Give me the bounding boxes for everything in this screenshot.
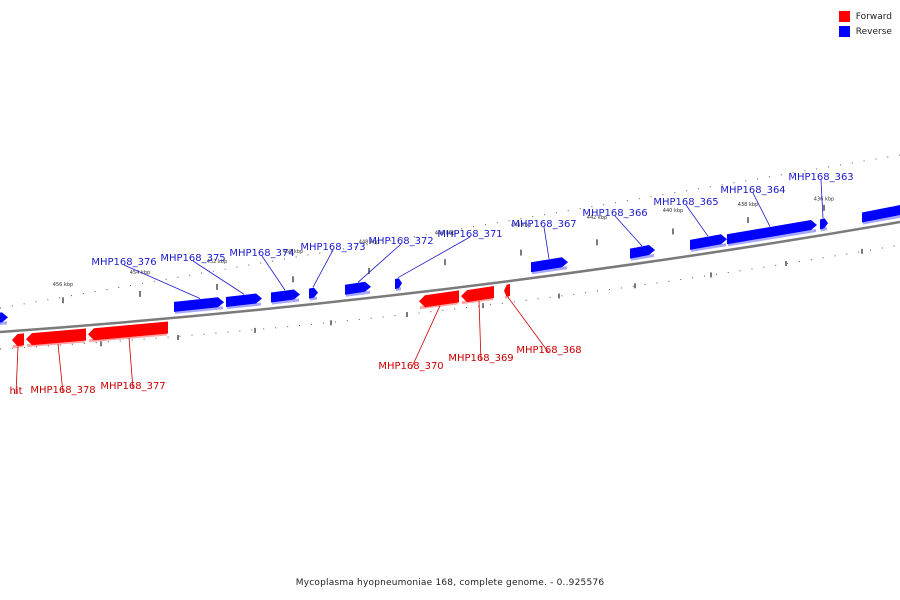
label-leader-line — [685, 204, 709, 237]
label-leader-line — [123, 264, 201, 299]
label-leader-line — [397, 236, 471, 279]
scale-tick-label: 456 kbp — [53, 282, 73, 288]
gene-arrow-reverse[interactable] — [690, 234, 727, 252]
gene-arrow-reverse[interactable] — [345, 281, 371, 297]
gene-label-forward[interactable]: MHP168_369 — [448, 353, 513, 364]
ring-outer-dots — [0, 154, 900, 309]
gene-arrow-forward[interactable] — [419, 290, 459, 310]
gene-label-reverse[interactable]: MHP168_364 — [720, 185, 785, 196]
forward-swatch-icon — [838, 11, 850, 22]
label-leader-line — [357, 243, 402, 283]
gene-features — [0, 204, 900, 349]
gene-label-forward[interactable]: MHP168_378 — [30, 385, 95, 396]
gene-label-reverse[interactable]: MHP168_365 — [653, 197, 718, 208]
legend-forward: Forward — [838, 9, 892, 24]
gene-arrow-reverse[interactable] — [271, 289, 300, 305]
gene-arrow-reverse[interactable] — [395, 278, 402, 292]
legend-reverse-label: Reverse — [855, 26, 892, 37]
label-leader-line — [507, 296, 550, 354]
scale-tick-label: 452 kbp — [207, 259, 227, 265]
genome-backbone — [0, 220, 900, 334]
scale-tick-label: 444 kbp — [511, 222, 531, 228]
genome-caption: Mycoplasma hyopneumoniae 168, complete g… — [295, 578, 605, 588]
gene-arrow-forward[interactable] — [88, 321, 168, 343]
scale-tick-label: 450 kbp — [283, 249, 303, 255]
gene-label-reverse[interactable]: MHP168_363 — [788, 172, 853, 183]
label-leader-line — [614, 215, 643, 247]
gene-arrow-forward[interactable] — [504, 283, 510, 299]
label-leader-line — [261, 255, 286, 291]
label-leader-line — [192, 260, 245, 295]
gene-label-reverse[interactable]: MHP168_366 — [582, 208, 647, 219]
gene-arrow-reverse[interactable] — [531, 257, 568, 275]
label-leader-line — [543, 226, 550, 259]
legend-forward-label: Forward — [855, 11, 892, 22]
label-leader-line — [752, 192, 771, 227]
scale-tick-label: 446 kbp — [435, 231, 455, 237]
gene-label-reverse[interactable]: MHP168_375 — [160, 253, 225, 264]
gene-arrow-reverse[interactable] — [727, 219, 817, 247]
gene-arrow-reverse[interactable] — [309, 287, 318, 301]
gene-label-forward[interactable]: MHP168_370 — [378, 361, 443, 372]
scale-tick-label: 436 kbp — [814, 197, 834, 203]
gene-label-reverse[interactable]: MHP168_374 — [229, 248, 294, 259]
label-leader-line — [410, 305, 441, 370]
gene-labels: MHP168_376 MHP168_375 MHP168_374 MHP168_373… — [9, 172, 853, 397]
label-leader-line — [312, 249, 334, 288]
scale-tick-label: 442 kbp — [587, 215, 607, 221]
scale-tick-label: 440 kbp — [663, 208, 683, 214]
gene-label-forward[interactable]: hit — [9, 386, 22, 397]
gene-arrow-reverse[interactable] — [630, 245, 655, 261]
label-leader-line — [57, 343, 64, 394]
gene-label-reverse[interactable]: MHP168_367 — [511, 219, 576, 230]
scale-ticks: 456 kbp 454 kbp 452 kbp 450 kbp 448 kbp 446 k… — [53, 197, 863, 347]
gene-arrow-reverse[interactable] — [820, 218, 828, 232]
gene-arrow-forward[interactable] — [26, 328, 86, 348]
gene-label-reverse[interactable]: MHP168_376 — [91, 257, 156, 268]
reverse-swatch-icon — [838, 26, 850, 37]
scale-tick-label: 454 kbp — [130, 270, 150, 276]
label-leader-line — [15, 346, 19, 395]
gene-label-reverse[interactable]: MHP168_372 — [368, 236, 433, 247]
gene-arrow-reverse[interactable] — [174, 297, 224, 314]
gene-label-forward[interactable]: MHP168_377 — [100, 381, 165, 392]
gene-label-reverse[interactable]: MHP168_371 — [437, 229, 502, 240]
scale-tick-label: 448 kbp — [359, 239, 379, 245]
gene-arrow-reverse[interactable] — [862, 204, 900, 225]
gene-arrow-forward[interactable] — [12, 333, 24, 349]
strand-legend: Forward Reverse — [838, 9, 892, 39]
gene-arrow-reverse[interactable] — [0, 312, 8, 325]
label-leader-line — [820, 179, 824, 219]
scale-tick-label: 438 kbp — [738, 202, 758, 208]
label-leader-line — [128, 337, 134, 390]
gene-arrow-forward[interactable] — [461, 286, 494, 305]
legend-reverse: Reverse — [838, 24, 892, 39]
gene-label-reverse[interactable]: MHP168_373 — [300, 242, 365, 253]
gene-label-forward[interactable]: MHP168_368 — [516, 345, 581, 356]
gene-arrow-reverse[interactable] — [226, 293, 262, 310]
label-leader-line — [478, 300, 482, 362]
